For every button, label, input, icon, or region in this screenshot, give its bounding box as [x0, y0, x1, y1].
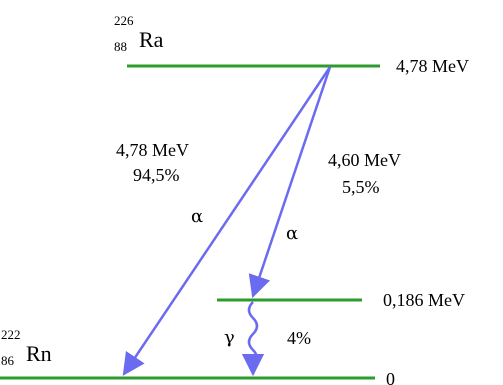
alpha2-percent: 5,5%	[342, 177, 380, 197]
gamma-percent: 4%	[287, 328, 311, 348]
parent-mass-number: 226	[114, 13, 134, 28]
level-label-excited: 0,186 MeV	[383, 290, 465, 310]
alpha-arrow-2	[248, 66, 332, 299]
alpha-arrow-1	[122, 66, 332, 376]
alpha1-percent: 94,5%	[133, 165, 180, 185]
alpha1-symbol: α	[191, 206, 203, 227]
daughter-symbol: Rn	[26, 341, 52, 366]
level-label-ground: 0	[386, 369, 395, 385]
level-label-top: 4,78 MeV	[396, 56, 469, 76]
alpha1-energy: 4,78 MeV	[116, 140, 189, 160]
gamma-arrow	[247, 301, 259, 367]
gamma-symbol: γ	[224, 327, 235, 348]
alpha2-energy: 4,60 MeV	[328, 150, 401, 170]
daughter-atomic-number: 86	[1, 353, 15, 368]
parent-symbol: Ra	[139, 27, 164, 52]
daughter-mass-number: 222	[1, 327, 21, 342]
parent-atomic-number: 88	[114, 39, 127, 54]
alpha2-symbol: α	[286, 223, 298, 244]
